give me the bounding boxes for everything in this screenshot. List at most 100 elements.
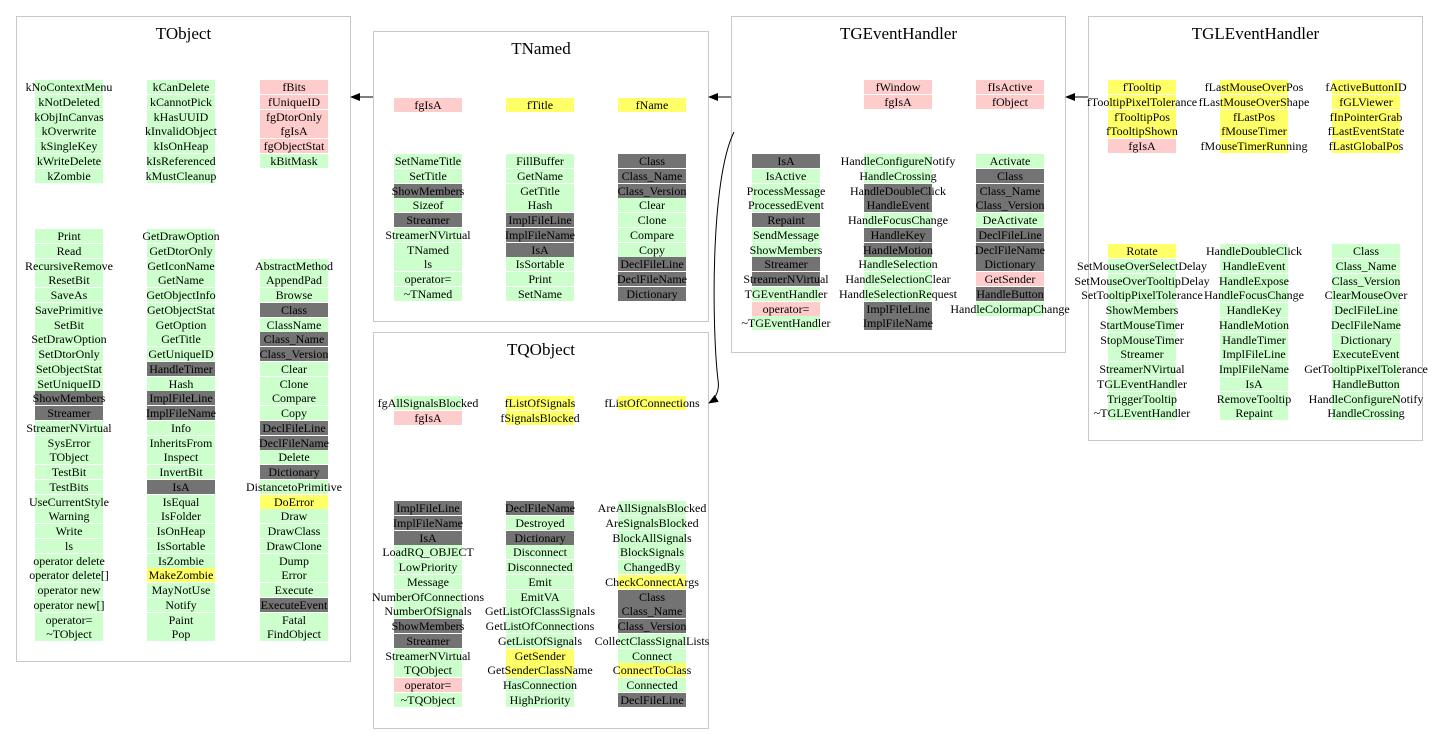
member-highlight [506, 633, 574, 648]
member-label: DistancetoPrimitive [246, 479, 342, 494]
member-label: fgIsA [414, 98, 442, 112]
member-highlight [35, 435, 103, 450]
member-label: kWriteDelete [36, 153, 102, 168]
member-highlight [618, 663, 686, 678]
member-highlight [864, 80, 932, 94]
member-highlight [506, 663, 574, 678]
member-label: Compare [630, 227, 674, 242]
member-label: kCannotPick [150, 94, 212, 109]
member-highlight [506, 545, 574, 560]
member-label: IsSortable [156, 538, 206, 553]
member-highlight [1108, 332, 1176, 347]
member-label: fgObjectStat [263, 139, 325, 153]
member-highlight [35, 538, 103, 553]
member-highlight [147, 524, 215, 538]
member-highlight [35, 94, 103, 109]
member-highlight [35, 479, 103, 494]
member-label: Clone [279, 376, 309, 391]
member-label: IsA [777, 154, 795, 168]
member-label: Copy [280, 406, 308, 420]
member-highlight [1332, 109, 1400, 124]
member-highlight [864, 183, 932, 198]
member-label: fgIsA [884, 94, 912, 109]
member-label: kOverwrite [41, 124, 97, 139]
member-label: Streamer [47, 406, 91, 420]
member-label: IsA [419, 530, 437, 545]
member-highlight [35, 243, 103, 258]
member-label: TestBit [51, 465, 87, 479]
member-highlight [864, 198, 932, 213]
member-label: ShowMembers [391, 183, 465, 198]
member-label: fLastGlobalPos [1328, 139, 1404, 153]
member-label: ImplFileName [146, 406, 216, 420]
member-label: HandleButton [976, 286, 1044, 301]
member-highlight [976, 183, 1044, 198]
member-label: DrawClass [267, 524, 321, 538]
member-highlight [147, 627, 215, 642]
member-highlight [1108, 139, 1176, 153]
member-highlight [752, 257, 820, 272]
member-label: InheritsFrom [149, 435, 213, 450]
member-label: Dump [279, 553, 309, 568]
member-label: RemoveTooltip [1216, 391, 1292, 406]
member-label: DeclFileLine [620, 692, 684, 707]
member-label: NumberOfConnections [372, 589, 484, 604]
member-highlight [618, 692, 686, 707]
member-highlight [394, 396, 462, 410]
member-label: ~TGEventHandler [741, 316, 831, 331]
member-highlight [976, 154, 1044, 168]
member-highlight [618, 515, 686, 530]
member-highlight [506, 560, 574, 574]
member-label: DeclFileName [975, 242, 1045, 257]
member-label: Class_Version [975, 198, 1045, 213]
member-label: kNotDeleted [38, 94, 100, 109]
member-highlight [1332, 273, 1400, 288]
member-highlight [147, 288, 215, 302]
member-label: GetDtorOnly [149, 243, 213, 258]
member-label: fMouseTimer [1221, 124, 1287, 139]
member-label: Draw [280, 509, 308, 524]
member-label: IsSortable [515, 257, 565, 272]
member-highlight [147, 479, 215, 494]
member-label: MayNotUse [151, 583, 211, 597]
member-label: HandleCrossing [859, 168, 937, 183]
member-highlight [260, 391, 328, 406]
member-highlight [864, 242, 932, 257]
member-label: ProcessedEvent [748, 198, 824, 213]
member-label: SetTitle [409, 168, 447, 183]
member-highlight [394, 663, 462, 678]
member-highlight [260, 435, 328, 450]
member-label: ~TQObject [400, 692, 456, 707]
member-label: AreAllSignalsBlocked [597, 501, 707, 515]
member-highlight [864, 257, 932, 272]
member-highlight [618, 648, 686, 663]
class-title: TObject [155, 24, 212, 43]
member-label: Class_Version [617, 183, 687, 198]
member-highlight [35, 288, 103, 302]
member-label: ImplFileName [393, 515, 463, 530]
member-label: DeclFileName [505, 501, 575, 515]
member-highlight [618, 619, 686, 633]
member-highlight [864, 316, 932, 331]
member-highlight [506, 286, 574, 301]
member-label: HighPriority [509, 692, 571, 707]
member-label: HandleEvent [866, 198, 930, 213]
member-highlight [506, 213, 574, 227]
member-highlight [260, 124, 328, 139]
member-highlight [394, 98, 462, 112]
member-label: SaveAs [50, 288, 88, 302]
member-highlight [35, 391, 103, 406]
member-highlight [1332, 332, 1400, 347]
member-label: Destroyed [515, 515, 565, 530]
member-label: Class_Name [1335, 258, 1397, 273]
member-label: Delete [278, 450, 310, 465]
member-label: HandleSelectionRequest [839, 286, 957, 301]
member-label: StopMouseTimer [1100, 332, 1184, 347]
member-label: Streamer [406, 633, 450, 648]
member-highlight [1108, 317, 1176, 332]
member-label: SysError [47, 435, 91, 450]
member-label: DeclFileName [259, 435, 329, 450]
member-highlight [864, 154, 932, 168]
member-label: ClassName [266, 317, 322, 332]
